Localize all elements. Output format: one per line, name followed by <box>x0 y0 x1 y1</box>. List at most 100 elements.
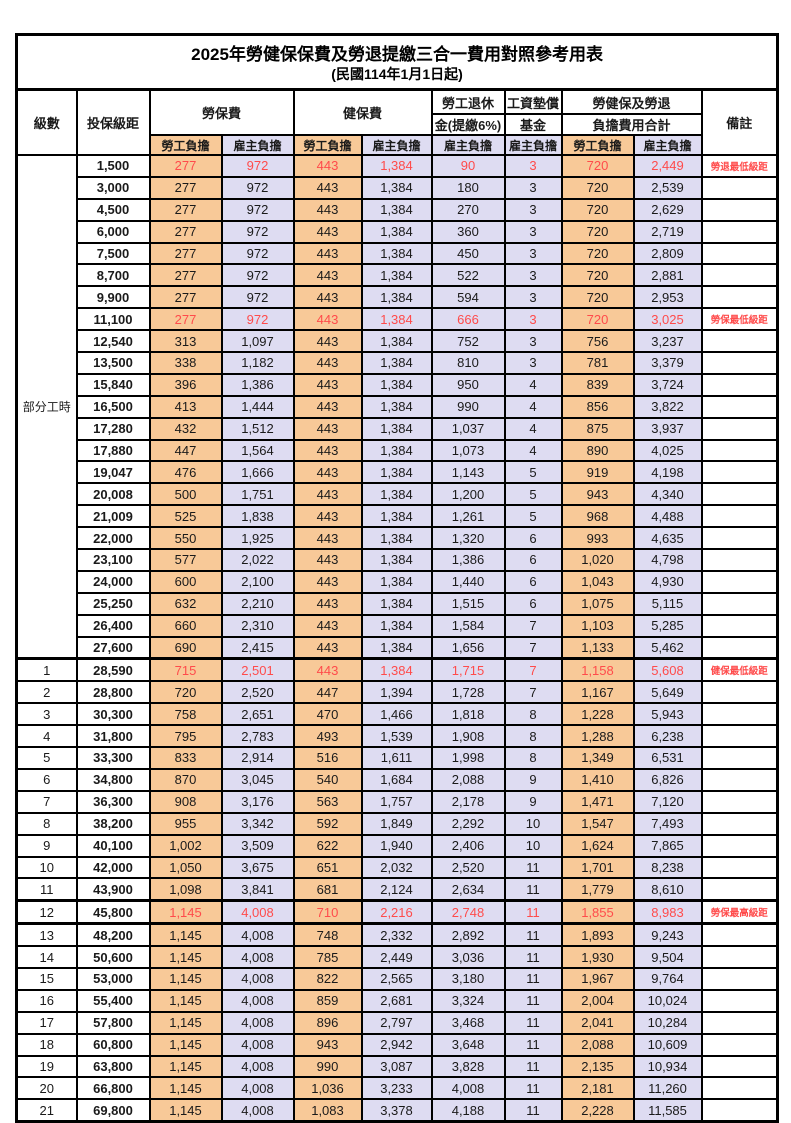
cell-labor-employee: 833 <box>148 746 223 770</box>
cell-note <box>700 219 779 244</box>
cell-level: 11 <box>15 877 78 902</box>
table-row: 2 28,800 720 2,520 447 1,394 1,728 7 1,167 5,649 <box>15 680 779 705</box>
table-row: 19,047 476 1,666 443 1,384 1,143 5 919 4,198 <box>17 460 779 485</box>
header-labor-insurance: 勞保費 <box>148 88 295 136</box>
cell-total-employer: 3,937 <box>632 416 703 441</box>
cell-note <box>700 263 779 288</box>
cell-health-employee: 651 <box>292 855 363 880</box>
cell-total-employee: 720 <box>560 197 635 222</box>
cell-wage-fund-employer: 4 <box>503 438 563 463</box>
cell-health-employer: 3,087 <box>360 1054 433 1079</box>
cell-health-employer: 3,378 <box>360 1098 433 1123</box>
cell-total-employer: 10,934 <box>632 1054 703 1079</box>
cell-bracket: 66,800 <box>75 1076 151 1101</box>
cell-health-employee: 943 <box>292 1032 363 1057</box>
table-row: 8 38,200 955 3,342 592 1,849 2,292 10 1,547 7,493 <box>15 811 779 836</box>
cell-labor-employee: 1,145 <box>148 1076 223 1101</box>
cell-wage-fund-employer: 3 <box>503 351 563 375</box>
cell-total-employee: 2,135 <box>560 1054 635 1079</box>
cell-total-employee: 2,041 <box>560 1010 635 1035</box>
cell-total-employer: 4,488 <box>632 504 703 529</box>
cell-level: 5 <box>15 746 78 770</box>
cell-pension-employer: 180 <box>430 175 506 200</box>
cell-health-employer: 1,384 <box>360 329 433 354</box>
cell-health-employer: 2,565 <box>360 966 433 991</box>
cell-health-employer: 1,384 <box>360 351 433 375</box>
cell-note <box>700 877 779 902</box>
cell-level: 12 <box>15 899 78 926</box>
cell-level: 4 <box>15 724 78 749</box>
cell-note <box>700 1032 779 1057</box>
cell-bracket: 12,540 <box>75 329 151 354</box>
cell-note <box>700 241 779 266</box>
cell-labor-employer: 4,008 <box>220 1010 295 1035</box>
cell-total-employee: 720 <box>560 219 635 244</box>
table-row: 9,900 277 972 443 1,384 594 3 720 2,953 <box>17 285 779 310</box>
cell-wage-fund-employer: 11 <box>503 855 563 880</box>
cell-level: 16 <box>15 988 78 1013</box>
table-row: 17,880 447 1,564 443 1,384 1,073 4 890 4,025 <box>17 438 779 463</box>
cell-total-employee: 756 <box>560 329 635 354</box>
cell-total-employee: 890 <box>560 438 635 463</box>
cell-pension-employer: 1,656 <box>430 635 506 661</box>
cell-labor-employee: 525 <box>148 504 223 529</box>
cell-labor-employee: 277 <box>148 154 223 178</box>
cell-bracket: 11,100 <box>75 307 151 332</box>
cell-level: 15 <box>15 966 78 991</box>
cell-health-employer: 1,539 <box>360 724 433 749</box>
cell-total-employer: 5,462 <box>632 635 703 661</box>
table-row: 12,540 313 1,097 443 1,384 752 3 756 3,237 <box>17 329 779 354</box>
cell-health-employee: 785 <box>292 945 363 969</box>
cell-bracket: 24,000 <box>75 569 151 594</box>
cell-total-employee: 1,701 <box>560 855 635 880</box>
cell-total-employer: 9,504 <box>632 945 703 969</box>
cell-total-employer: 3,822 <box>632 394 703 419</box>
cell-wage-fund-employer: 3 <box>503 329 563 354</box>
cell-labor-employee: 500 <box>148 482 223 507</box>
cell-note <box>700 416 779 441</box>
cell-bracket: 55,400 <box>75 988 151 1013</box>
cell-note <box>700 966 779 991</box>
header-total-line2: 負擔費用合計 <box>560 113 703 136</box>
cell-total-employer: 2,881 <box>632 263 703 288</box>
cell-labor-employer: 1,386 <box>220 372 295 397</box>
cell-total-employee: 720 <box>560 175 635 200</box>
cell-labor-employee: 795 <box>148 724 223 749</box>
cell-labor-employee: 1,145 <box>148 1010 223 1035</box>
table-row: 15,840 396 1,386 443 1,384 950 4 839 3,724 <box>17 372 779 397</box>
cell-total-employer: 11,585 <box>632 1098 703 1123</box>
table-row: 13,500 338 1,182 443 1,384 810 3 781 3,379 <box>17 351 779 375</box>
cell-health-employee: 443 <box>292 613 363 638</box>
cell-health-employer: 1,384 <box>360 154 433 178</box>
cell-labor-employee: 600 <box>148 569 223 594</box>
cell-total-employee: 1,893 <box>560 922 635 948</box>
cell-note <box>700 438 779 463</box>
cell-pension-employer: 1,440 <box>430 569 506 594</box>
table-row: 6 34,800 870 3,045 540 1,684 2,088 9 1,410 6,826 <box>15 767 779 792</box>
cell-pension-employer: 2,088 <box>430 767 506 792</box>
cell-note <box>700 724 779 749</box>
cell-total-employee: 1,855 <box>560 899 635 926</box>
header-wage-fund-line2: 基金 <box>503 113 563 136</box>
cell-health-employee: 563 <box>292 789 363 814</box>
cell-bracket: 20,008 <box>75 482 151 507</box>
cell-labor-employee: 277 <box>148 307 223 332</box>
cell-labor-employer: 4,008 <box>220 1098 295 1123</box>
cell-wage-fund-employer: 3 <box>503 197 563 222</box>
cell-health-employee: 592 <box>292 811 363 836</box>
table-row: 20 66,800 1,145 4,008 1,036 3,233 4,008 11 2,181… <box>15 1076 779 1101</box>
cell-wage-fund-employer: 10 <box>503 811 563 836</box>
cell-pension-employer: 594 <box>430 285 506 310</box>
cell-labor-employer: 4,008 <box>220 1054 295 1079</box>
subheader-labor-employee: 勞工負擔 <box>148 134 223 156</box>
cell-labor-employer: 4,008 <box>220 899 295 926</box>
cell-labor-employee: 690 <box>148 635 223 661</box>
cell-total-employer: 11,260 <box>632 1076 703 1101</box>
cell-bracket: 33,300 <box>75 746 151 770</box>
cell-wage-fund-employer: 7 <box>503 613 563 638</box>
cell-bracket: 15,840 <box>75 372 151 397</box>
cell-total-employer: 6,531 <box>632 746 703 770</box>
cell-wage-fund-employer: 6 <box>503 591 563 616</box>
cell-labor-employer: 1,097 <box>220 329 295 354</box>
cell-health-employer: 1,384 <box>360 504 433 529</box>
